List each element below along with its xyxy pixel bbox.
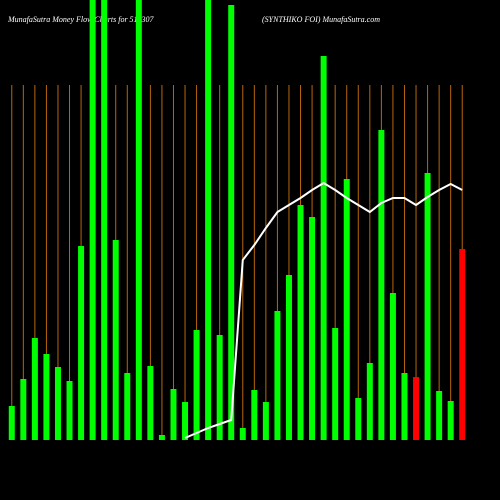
bar xyxy=(66,381,73,440)
bar xyxy=(112,240,119,440)
bar xyxy=(216,335,223,440)
bar xyxy=(343,179,350,440)
bar xyxy=(355,398,362,440)
bar xyxy=(459,249,466,440)
bar xyxy=(389,293,396,440)
chart-subtitle: (SYNTHIKO FOI) MunafaSutra.com xyxy=(262,15,380,24)
bar xyxy=(20,379,27,440)
bar xyxy=(205,0,212,440)
bar xyxy=(158,435,165,440)
bar xyxy=(320,56,327,440)
bar xyxy=(147,366,154,440)
bar xyxy=(309,217,316,440)
bar xyxy=(401,373,408,440)
bar xyxy=(182,402,189,440)
bar xyxy=(89,0,96,440)
bar xyxy=(228,5,235,440)
chart-title: MunafaSutra Money Flow Charts for 513307 xyxy=(7,15,155,24)
bar xyxy=(170,389,177,440)
bar xyxy=(54,367,61,440)
bar xyxy=(424,173,431,440)
line xyxy=(184,181,463,439)
bar xyxy=(262,402,269,440)
bar xyxy=(413,377,420,440)
bar xyxy=(193,330,200,440)
bar xyxy=(101,0,108,440)
bar xyxy=(366,363,373,440)
bar xyxy=(124,373,131,440)
bar xyxy=(332,328,339,440)
bar xyxy=(135,0,142,440)
bar xyxy=(436,391,443,440)
bar xyxy=(78,246,85,440)
bar xyxy=(43,354,50,440)
bar xyxy=(239,428,246,440)
bar xyxy=(297,205,304,440)
bar xyxy=(8,406,15,440)
bar xyxy=(31,338,38,440)
bar xyxy=(447,401,454,440)
bar xyxy=(378,130,385,440)
bar xyxy=(285,275,292,440)
bar xyxy=(274,311,281,440)
bar xyxy=(251,390,258,440)
